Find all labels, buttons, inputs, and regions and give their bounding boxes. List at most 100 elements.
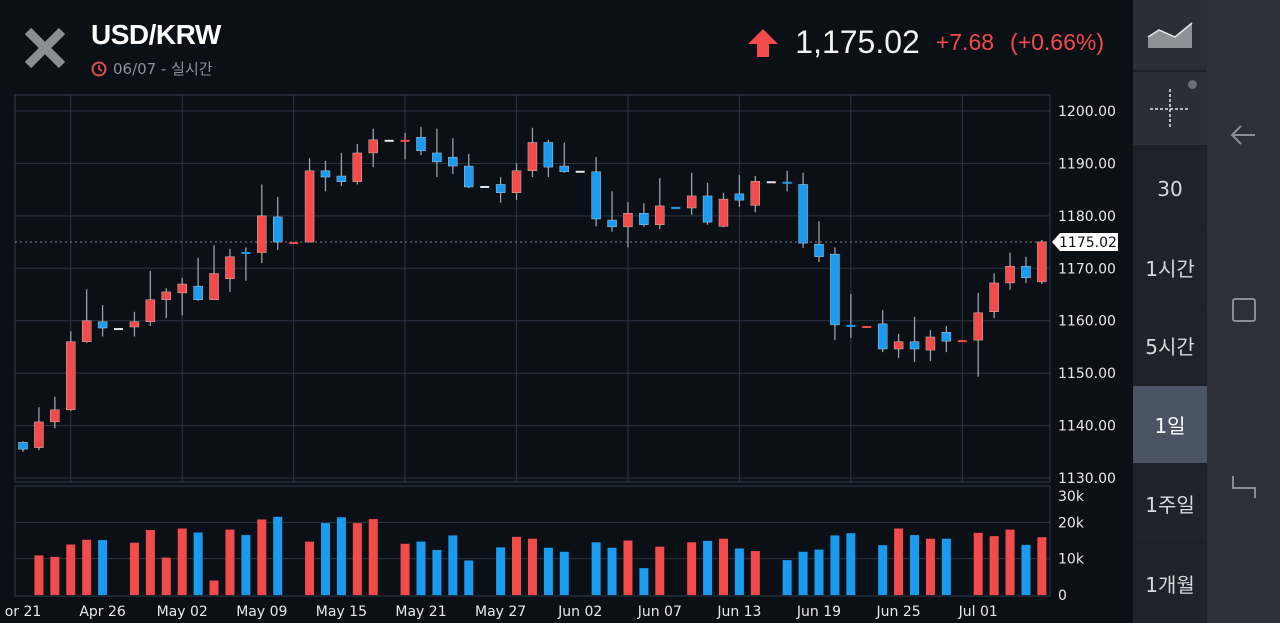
candle-body <box>750 181 761 206</box>
candle-body <box>50 409 60 423</box>
y-tick-label: 1170.00 <box>1058 261 1116 277</box>
volume-bar <box>464 560 474 595</box>
volume-bar <box>798 551 808 595</box>
candle-body <box>686 195 697 209</box>
volume-bar <box>878 545 888 595</box>
volume-bar <box>607 547 617 595</box>
candle-body <box>1037 241 1047 283</box>
candle-body <box>1005 265 1015 284</box>
candle-body <box>909 341 920 350</box>
interval-1w[interactable]: 1주일 <box>1133 465 1207 542</box>
x-tick-label: May 15 <box>316 604 367 620</box>
candle-body <box>989 282 999 313</box>
candlestick-chart[interactable]: 1200.00 1190.00 1180.00 1170.00 1160.00 1150.… <box>0 0 1133 623</box>
volume-bar <box>241 535 251 595</box>
candle-body <box>846 324 856 327</box>
x-tick-label: Jun 07 <box>637 604 682 620</box>
volume-bar <box>655 546 665 595</box>
candle-body <box>575 170 585 173</box>
candle-body <box>241 252 251 255</box>
candle-body <box>289 242 299 245</box>
candle-body <box>81 320 92 342</box>
volume-bar <box>543 547 553 595</box>
volume-panel <box>14 485 1051 597</box>
candle-body <box>225 256 235 279</box>
volume-bar <box>400 543 410 595</box>
volume-bar <box>416 541 426 595</box>
crosshair-button[interactable] <box>1133 72 1207 145</box>
candle-body <box>352 152 363 182</box>
y-tick-label: 1140.00 <box>1058 419 1116 435</box>
interval-1h[interactable]: 1시간 <box>1133 229 1207 305</box>
close-button[interactable] <box>22 25 68 71</box>
back-icon[interactable] <box>1227 118 1261 152</box>
volume-bar <box>910 535 920 595</box>
indicator-dot <box>1188 80 1197 89</box>
home-icon[interactable] <box>1227 293 1261 327</box>
volume-bar <box>894 528 904 595</box>
y-tick-label: 1130.00 <box>1058 471 1116 487</box>
volume-bar <box>82 539 92 595</box>
x-tick-label: May 09 <box>236 604 287 620</box>
price-panel <box>14 94 1051 483</box>
candle-body <box>591 171 601 220</box>
candle-body <box>384 139 394 142</box>
x-tick-label: Jun 19 <box>796 604 841 620</box>
candle-body <box>559 165 569 173</box>
interval-1m[interactable]: 1개월 <box>1133 544 1207 623</box>
candle-body <box>639 213 649 225</box>
candle-body <box>129 321 140 328</box>
last-price-tag <box>1052 232 1118 251</box>
volume-bar <box>336 517 346 595</box>
volume-bar <box>623 540 633 595</box>
candle-body <box>304 170 315 243</box>
volume-bar <box>257 519 267 595</box>
volume-bar <box>1005 529 1015 595</box>
volume-bar <box>34 555 44 595</box>
x-tick-label: or 21 <box>5 604 42 620</box>
interval-30[interactable]: 30 <box>1133 150 1207 227</box>
candle-body <box>432 152 442 163</box>
arrow-up-icon <box>748 28 779 57</box>
volume-bar <box>718 538 728 595</box>
price-change-percent: (+0.66%) <box>1010 29 1104 55</box>
volume-bar <box>750 551 760 595</box>
candle-body <box>97 321 108 329</box>
candle-body <box>862 325 872 328</box>
price-summary: 1,175.02 +7.68 (+0.66%) <box>747 24 1104 61</box>
candle-body <box>416 137 426 152</box>
volume-bar <box>432 549 442 595</box>
candle-body <box>957 340 967 343</box>
candle-body <box>941 332 952 342</box>
recents-icon[interactable] <box>1227 470 1261 504</box>
candle-body <box>623 213 633 228</box>
candle-body <box>543 142 554 168</box>
x-tick-label: May 02 <box>157 604 208 620</box>
volume-bar <box>846 533 856 595</box>
candle-body <box>734 193 745 201</box>
candle-body <box>798 184 808 244</box>
volume-bar <box>177 528 187 595</box>
volume-bar <box>941 538 951 595</box>
volume-bar <box>527 538 537 595</box>
volume-bar <box>639 568 649 595</box>
volume-bar <box>591 542 601 595</box>
candle-body <box>607 219 617 228</box>
candle-body <box>655 205 665 225</box>
volume-bar <box>368 519 378 595</box>
volume-bar <box>273 516 283 595</box>
candle-body <box>336 175 347 182</box>
candle-body <box>66 341 76 411</box>
candle-body <box>830 253 840 326</box>
volume-tick-label: 30k <box>1058 489 1085 505</box>
candle-body <box>209 273 219 300</box>
candle-body <box>193 285 203 300</box>
volume-tick-label: 20k <box>1058 515 1085 531</box>
volume-bar <box>352 523 362 595</box>
y-tick-label: 1200.00 <box>1058 104 1116 120</box>
chart-type-button[interactable] <box>1133 0 1207 70</box>
volume-bar <box>496 547 506 595</box>
last-price-tag-label: 1175.02 <box>1059 235 1117 251</box>
interval-1d[interactable]: 1일 <box>1133 386 1207 463</box>
interval-5h[interactable]: 5시간 <box>1133 307 1207 384</box>
